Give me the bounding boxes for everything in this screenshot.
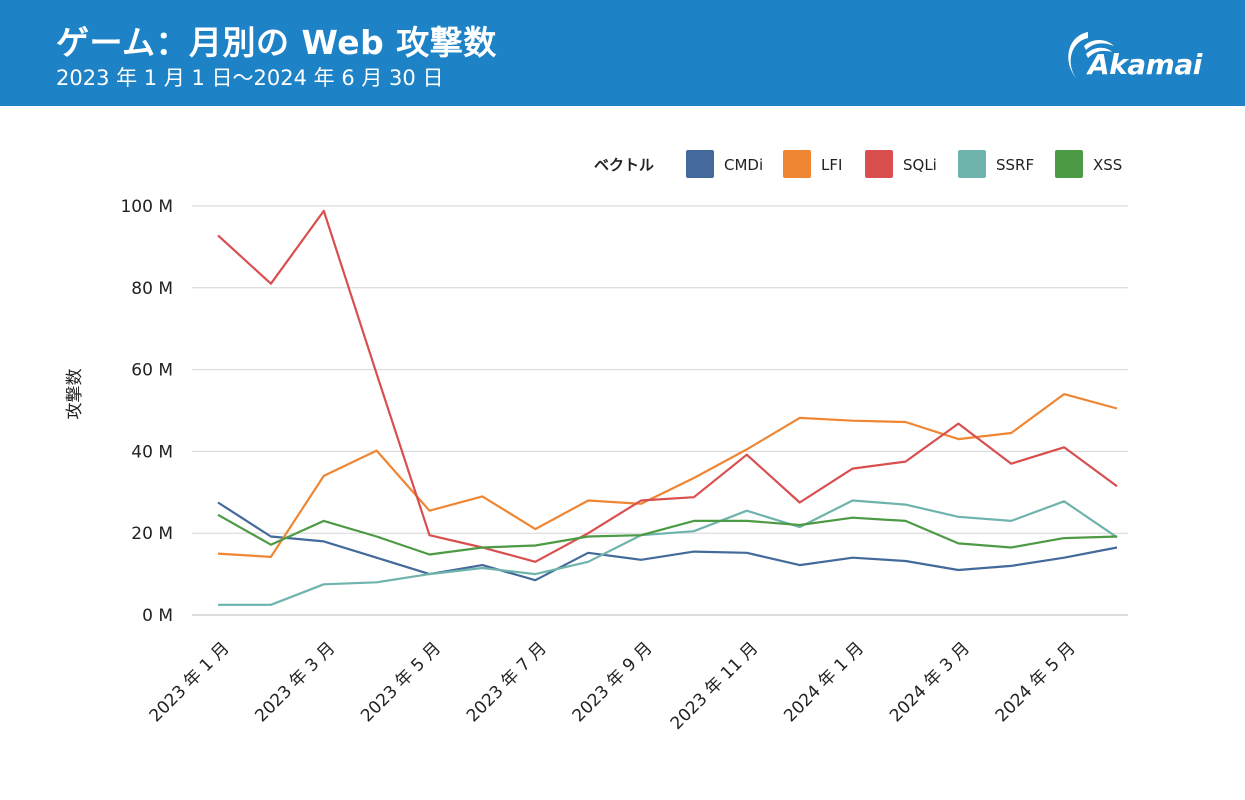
legend-label-sqli: SQLi	[903, 156, 937, 174]
legend-swatch-xss	[1055, 150, 1083, 178]
akamai-logo-text: Akamai	[1088, 48, 1202, 81]
legend-label-xss: XSS	[1093, 156, 1122, 174]
page-title: ゲーム：月別の Web 攻撃数	[56, 23, 497, 62]
y-tick-label: 100 M	[120, 197, 173, 217]
series-line-ssrf	[218, 499, 1118, 606]
y-tick-label: 0 M	[142, 606, 173, 626]
legend-label-lfi: LFI	[821, 156, 842, 174]
x-tick-label: 2023 年 9 月	[569, 638, 657, 726]
legend-title: ベクトル	[594, 156, 654, 174]
x-tick-label: 2023 年 7 月	[463, 638, 551, 726]
y-tick-label: 60 M	[131, 361, 173, 381]
y-tick-label: 80 M	[131, 279, 173, 299]
legend-swatch-lfi	[783, 150, 811, 178]
series-line-xss	[217, 513, 1118, 556]
akamai-logo: Akamai	[1058, 24, 1208, 88]
grid-lines	[192, 205, 1128, 616]
y-tick-label: 20 M	[131, 524, 173, 544]
header-banner: ゲーム：月別の Web 攻撃数 2023 年 1 月 1 日〜2024 年 6 …	[0, 0, 1245, 106]
x-tick-label: 2024 年 5 月	[992, 638, 1080, 726]
y-tick-label: 40 M	[131, 442, 173, 462]
akamai-logo-wave-icon	[1068, 32, 1114, 78]
series-lines	[217, 209, 1118, 606]
y-axis-ticks: 0 M 20 M 40 M 60 M 80 M 100 M	[120, 197, 173, 626]
x-tick-label: 2024 年 1 月	[780, 638, 868, 726]
y-axis-label: 攻撃数	[65, 369, 85, 420]
legend-swatch-sqli	[865, 150, 893, 178]
legend-swatch-ssrf	[958, 150, 986, 178]
series-line-cmdi	[217, 501, 1118, 582]
series-line-lfi	[217, 393, 1118, 558]
legend-label-cmdi: CMDi	[724, 156, 763, 174]
x-tick-label: 2023 年 1 月	[146, 638, 234, 726]
series-line-sqli	[217, 209, 1118, 563]
legend-swatch-cmdi	[686, 150, 714, 178]
x-tick-label: 2023 年 11 月	[667, 638, 763, 734]
x-tick-label: 2024 年 3 月	[886, 638, 974, 726]
x-tick-label: 2023 年 5 月	[357, 638, 445, 726]
legend: ベクトル CMDi LFI SQLi SSRF XSS	[594, 150, 1122, 178]
page-subtitle: 2023 年 1 月 1 日〜2024 年 6 月 30 日	[56, 66, 444, 90]
legend-label-ssrf: SSRF	[996, 156, 1034, 174]
x-axis-ticks: 2023 年 1 月 2023 年 3 月 2023 年 5 月 2023 年 7 月…	[146, 638, 1080, 734]
x-tick-label: 2023 年 3 月	[251, 638, 339, 726]
